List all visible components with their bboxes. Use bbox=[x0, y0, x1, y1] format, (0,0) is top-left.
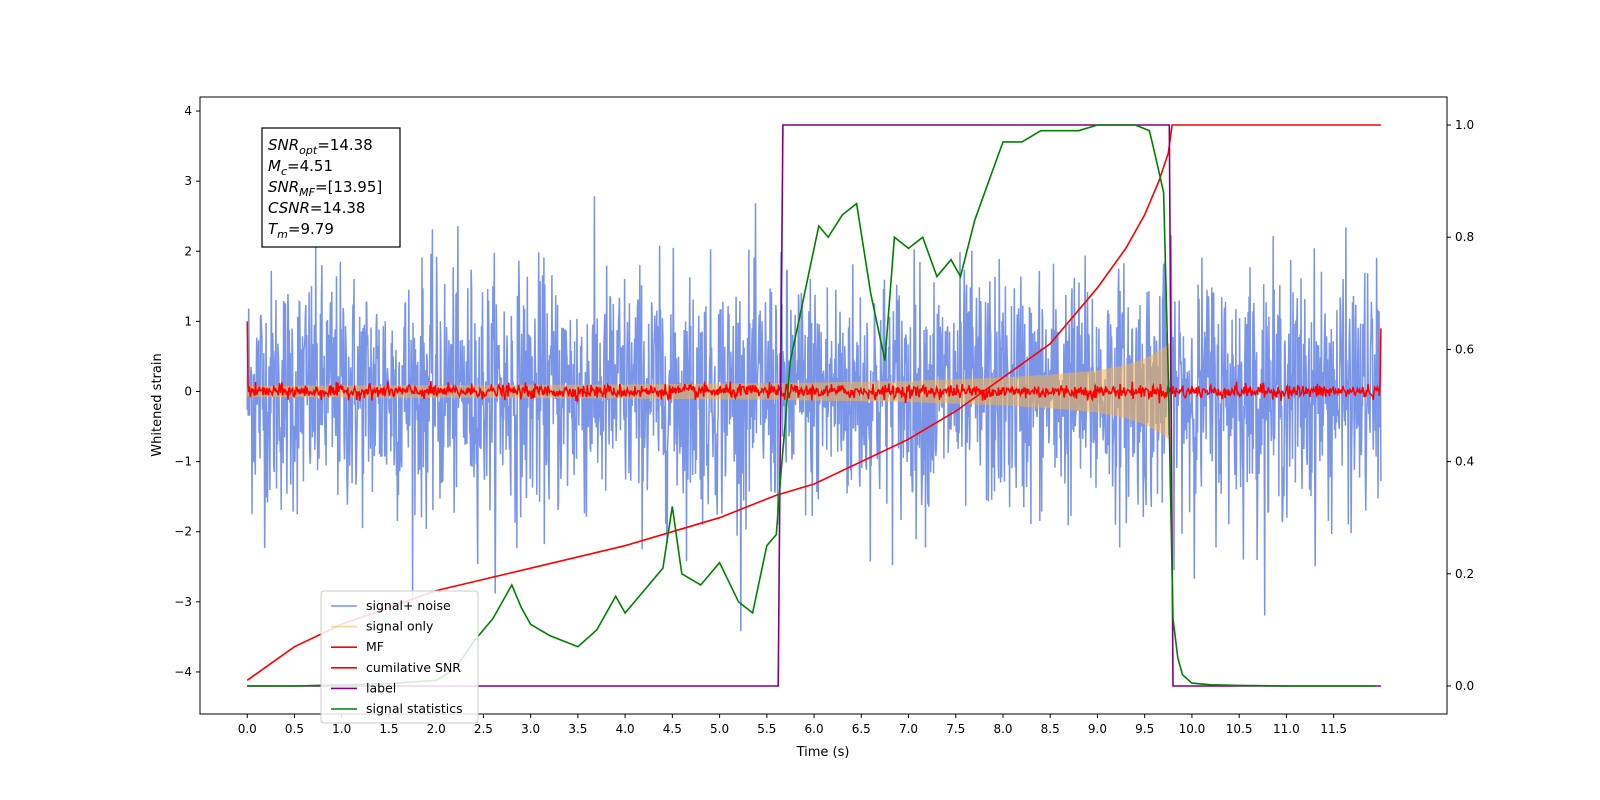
y-tick-label: −2 bbox=[174, 525, 192, 539]
y-tick-label: −1 bbox=[174, 455, 192, 469]
plot-area bbox=[246, 124, 1382, 687]
x-tick-label: 7.0 bbox=[899, 722, 918, 736]
series-label bbox=[247, 124, 1381, 687]
y-tick-label: 3 bbox=[184, 174, 192, 188]
y-axis-label: Whitened strain bbox=[150, 353, 165, 456]
plot-frame bbox=[199, 96, 1448, 715]
y-tick-label: −3 bbox=[174, 595, 192, 609]
x-tick-label: 1.0 bbox=[332, 722, 351, 736]
x-tick-label: 0.5 bbox=[285, 722, 304, 736]
y-tick-label: 0 bbox=[184, 384, 192, 398]
x-tick-label: 10.5 bbox=[1226, 722, 1253, 736]
legend-label: signal+ noise bbox=[366, 598, 451, 613]
x-tick-label: 5.5 bbox=[757, 722, 776, 736]
x-tick-label: 8.5 bbox=[1041, 722, 1060, 736]
x-axis-label: Time (s) bbox=[796, 745, 850, 760]
x-tick-label: 5.0 bbox=[710, 722, 729, 736]
x-tick-label: 2.5 bbox=[474, 722, 493, 736]
annotation-line: SNRopt=14.38 bbox=[268, 136, 373, 157]
x-tick-label: 3.5 bbox=[568, 722, 587, 736]
x-tick-label: 9.0 bbox=[1088, 722, 1107, 736]
legend-label: signal statistics bbox=[366, 701, 463, 716]
x-tick-label: 10.0 bbox=[1179, 722, 1206, 736]
legend: signal+ noise signal only MF cumilative SNR… bbox=[320, 590, 479, 724]
x-tick-label: 2.0 bbox=[427, 722, 446, 736]
y2-tick-label: 0.2 bbox=[1455, 567, 1474, 581]
annotation-line: CSNR=14.38 bbox=[268, 199, 365, 217]
axes: 0.0 0.5 1.0 1.5 2.0 2.5 3.0 3.5 4.0 4.5 5.0 5.5 6.0 6… bbox=[174, 104, 1474, 736]
annotation-line: SNRMF=[13.95] bbox=[268, 178, 382, 199]
series-signal-statistics bbox=[247, 124, 1377, 687]
legend-label: signal only bbox=[366, 619, 434, 634]
y-tick-label: 2 bbox=[184, 244, 192, 258]
series-mf bbox=[246, 321, 1382, 404]
legend-label: label bbox=[366, 680, 396, 695]
x-tick-label: 9.5 bbox=[1135, 722, 1154, 736]
y-tick-label: 1 bbox=[184, 314, 192, 328]
x-tick-label: 1.5 bbox=[379, 722, 398, 736]
y2-tick-label: 0.0 bbox=[1455, 679, 1474, 693]
annotation-box: SNRopt=14.38Mc=4.51SNRMF=[13.95]CSNR=14.… bbox=[261, 127, 401, 248]
legend-label: MF bbox=[366, 639, 384, 654]
y-tick-label: 4 bbox=[184, 104, 192, 118]
annotation-line: Mc=4.51 bbox=[268, 157, 333, 178]
annotation-line: Tm=9.79 bbox=[268, 220, 334, 241]
x-tick-label: 8.0 bbox=[993, 722, 1012, 736]
legend-label: cumilative SNR bbox=[366, 660, 461, 675]
series-signal-noise bbox=[246, 196, 1382, 632]
y2-tick-label: 1.0 bbox=[1455, 118, 1474, 132]
x-tick-label: 6.5 bbox=[852, 722, 871, 736]
x-tick-label: 11.0 bbox=[1273, 722, 1300, 736]
x-tick-label: 4.5 bbox=[663, 722, 682, 736]
x-tick-label: 6.0 bbox=[805, 722, 824, 736]
y2-tick-label: 0.6 bbox=[1455, 342, 1474, 356]
y-tick-label: −4 bbox=[174, 665, 192, 679]
series-cumilative-snr bbox=[246, 124, 1381, 681]
y2-tick-label: 0.4 bbox=[1455, 455, 1474, 469]
x-tick-label: 4.0 bbox=[616, 722, 635, 736]
x-tick-label: 7.5 bbox=[946, 722, 965, 736]
x-tick-label: 3.0 bbox=[521, 722, 540, 736]
y2-tick-label: 0.8 bbox=[1455, 230, 1474, 244]
x-tick-label: 11.5 bbox=[1320, 722, 1347, 736]
x-tick-label: 0.0 bbox=[238, 722, 257, 736]
